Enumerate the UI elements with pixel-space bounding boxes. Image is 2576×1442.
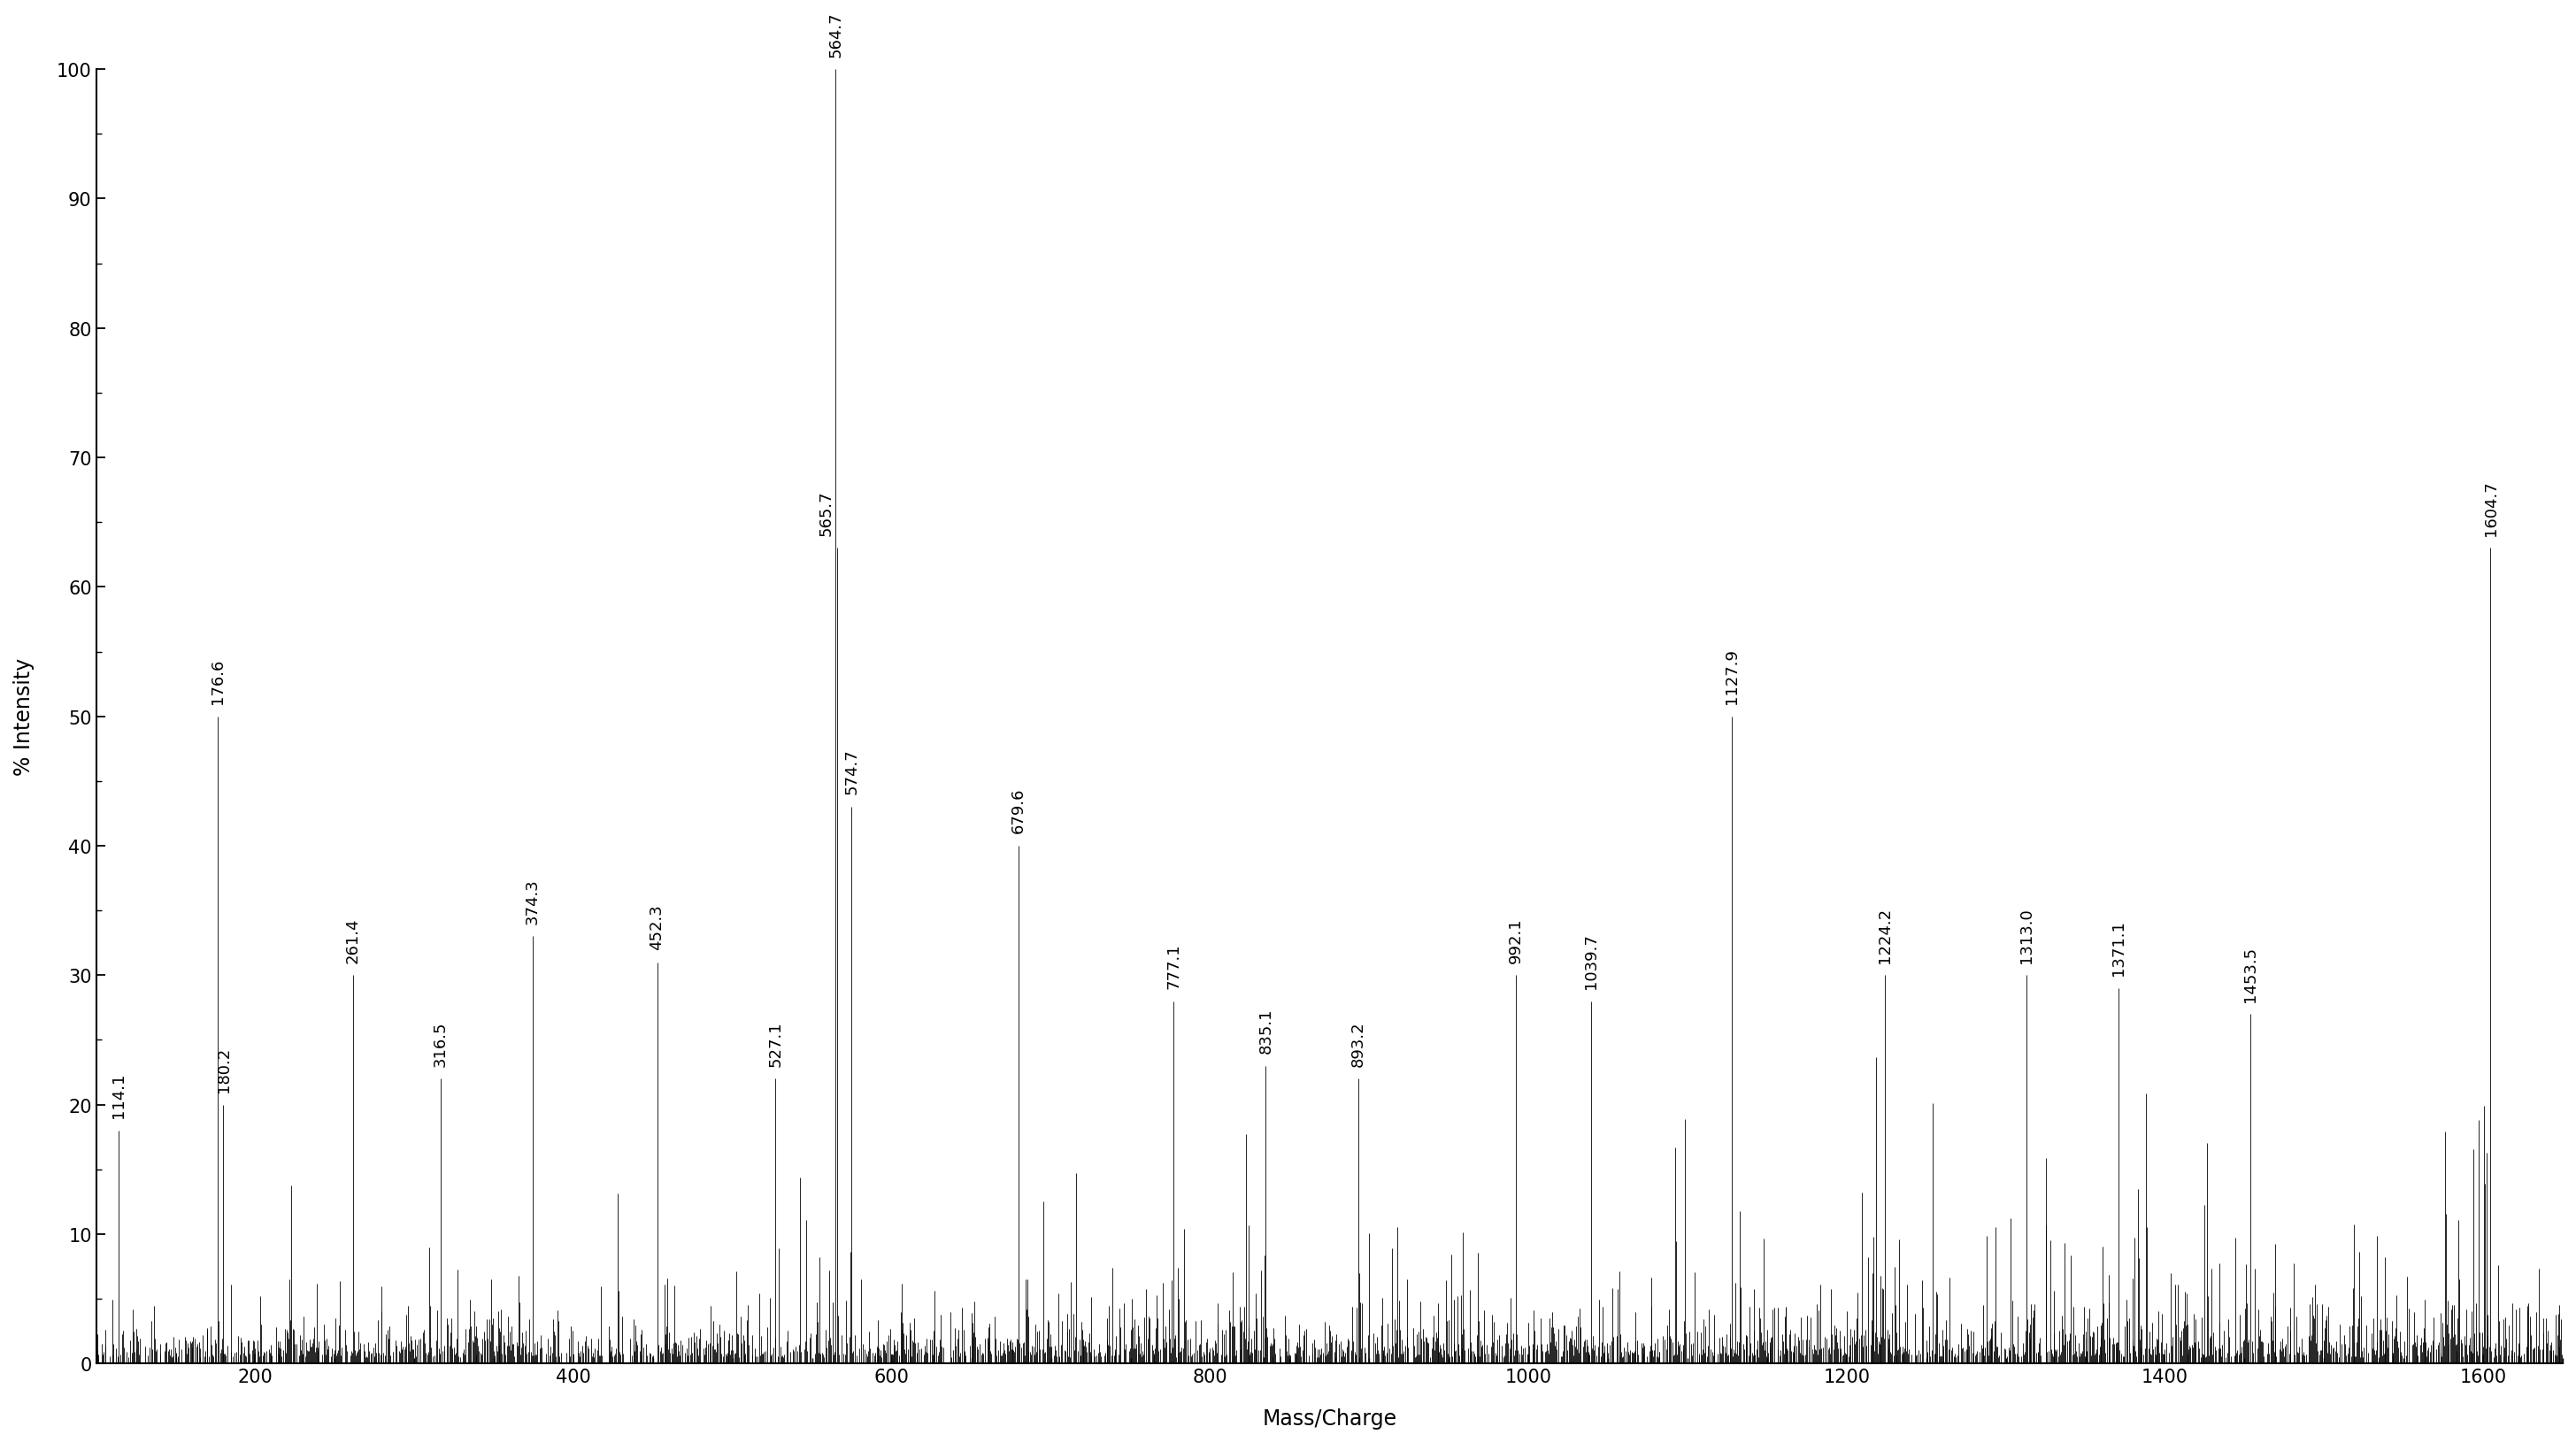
Y-axis label: % Intensity: % Intensity xyxy=(13,658,33,776)
Text: 1039.7: 1039.7 xyxy=(1584,933,1600,988)
Text: 679.6: 679.6 xyxy=(1010,787,1025,833)
Text: 835.1: 835.1 xyxy=(1257,1008,1275,1053)
Text: 180.2: 180.2 xyxy=(216,1047,232,1092)
Text: 564.7: 564.7 xyxy=(827,12,842,58)
Text: 527.1: 527.1 xyxy=(768,1021,783,1066)
Text: 1224.2: 1224.2 xyxy=(1878,907,1893,962)
Text: 565.7: 565.7 xyxy=(819,490,835,535)
Text: 1127.9: 1127.9 xyxy=(1723,647,1739,704)
Text: 574.7: 574.7 xyxy=(842,748,860,795)
Text: 261.4: 261.4 xyxy=(345,917,361,962)
Text: 176.6: 176.6 xyxy=(211,659,227,704)
Text: 1453.5: 1453.5 xyxy=(2241,946,2259,1001)
Text: 452.3: 452.3 xyxy=(649,904,665,949)
Text: 777.1: 777.1 xyxy=(1167,943,1182,988)
Text: 1604.7: 1604.7 xyxy=(2483,480,2499,535)
Text: 114.1: 114.1 xyxy=(111,1073,126,1118)
Text: 992.1: 992.1 xyxy=(1507,917,1525,962)
Text: 374.3: 374.3 xyxy=(526,878,541,924)
X-axis label: Mass/Charge: Mass/Charge xyxy=(1262,1407,1396,1429)
Text: 893.2: 893.2 xyxy=(1350,1021,1365,1066)
Text: 316.5: 316.5 xyxy=(433,1021,448,1066)
Text: 1371.1: 1371.1 xyxy=(2110,920,2128,975)
Text: 1313.0: 1313.0 xyxy=(2020,907,2035,962)
